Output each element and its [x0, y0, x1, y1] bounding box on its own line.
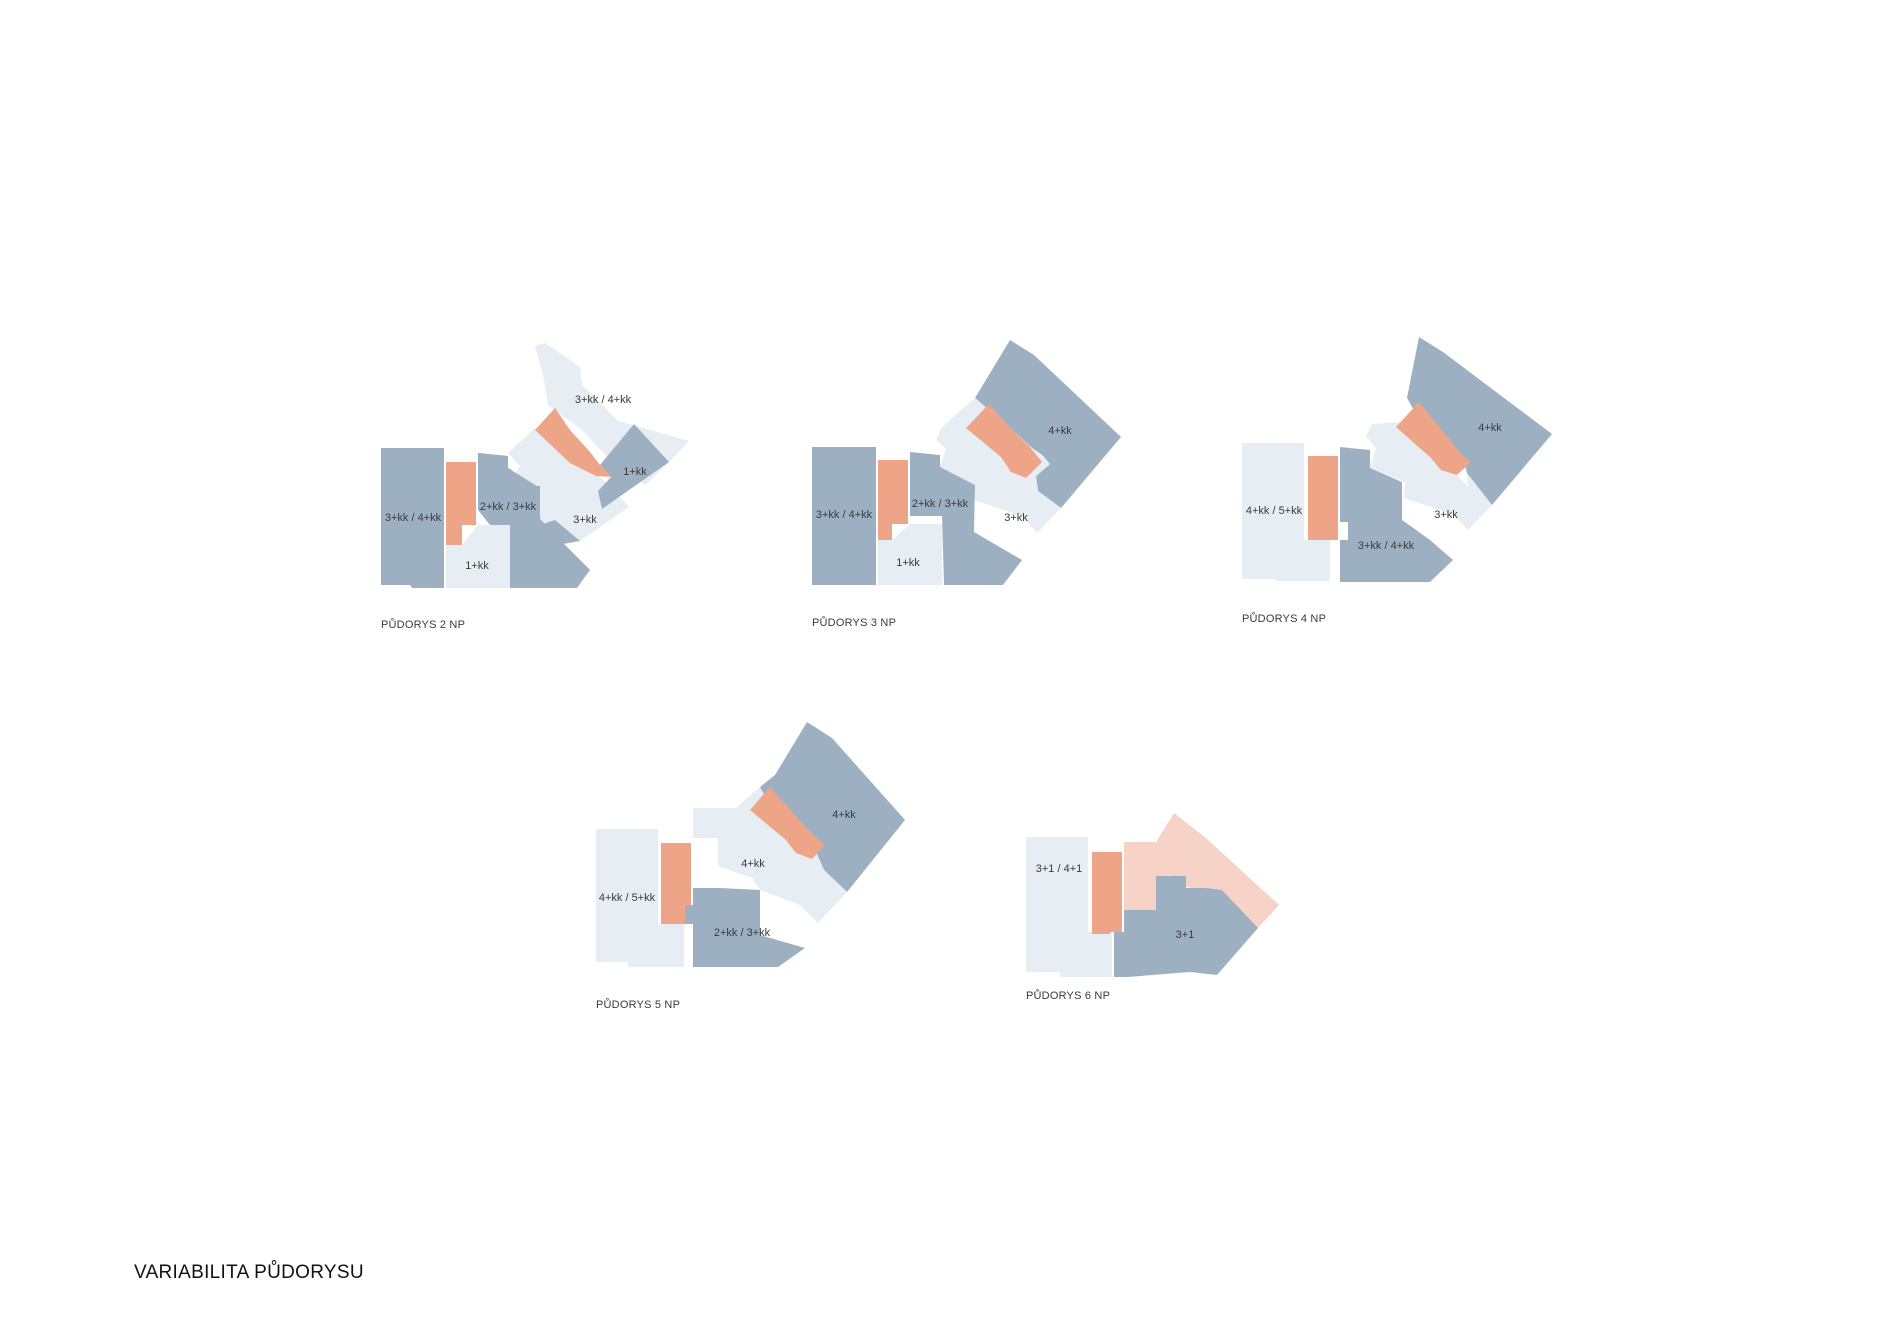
floor-plan-4np: 4+kk / 5+kk 3+kk / 4+kk 4+kk 3+kk PŮDORY… — [1242, 337, 1552, 625]
plan-caption: PŮDORYS 4 NP — [1242, 612, 1326, 625]
unit-label: 1+kk — [896, 557, 920, 569]
unit-label: 3+kk — [573, 514, 597, 526]
plan-caption: PŮDORYS 6 NP — [1026, 989, 1110, 1002]
unit-block — [1407, 337, 1552, 505]
unit-block — [878, 524, 942, 585]
floor-plan-5np: 4+kk / 5+kk 2+kk / 3+kk 4+kk 4+kk PŮDORY… — [596, 722, 905, 1011]
unit-label: 4+kk — [1478, 422, 1502, 434]
unit-block — [1124, 813, 1279, 928]
unit-block — [760, 722, 905, 892]
unit-block — [381, 448, 444, 588]
unit-label: 3+kk / 4+kk — [575, 394, 632, 406]
plan-caption: PŮDORYS 5 NP — [596, 998, 680, 1011]
core — [966, 404, 1042, 478]
unit-label: 3+kk / 4+kk — [816, 509, 873, 521]
unit-block — [1114, 876, 1258, 977]
unit-block — [910, 452, 1022, 585]
unit-label: 4+kk — [741, 858, 765, 870]
unit-label: 4+kk / 5+kk — [599, 892, 656, 904]
unit-label: 3+kk / 4+kk — [1358, 540, 1415, 552]
unit-label: 3+kk / 4+kk — [385, 512, 442, 524]
core — [750, 787, 825, 859]
plan-caption: PŮDORYS 3 NP — [812, 616, 896, 629]
core — [535, 408, 611, 477]
unit-block — [478, 453, 590, 588]
unit-block — [685, 888, 805, 967]
plan-caption: PŮDORYS 2 NP — [381, 618, 465, 631]
unit-block — [1026, 837, 1112, 977]
page-title: VARIABILITA PŮDORYSU — [134, 1262, 364, 1283]
unit-block — [1340, 447, 1453, 582]
floor-plan-6np: 3+1 / 4+1 3+1 PŮDORYS 6 NP — [1026, 813, 1279, 1002]
core — [661, 843, 691, 924]
unit-block — [1366, 422, 1492, 530]
unit-block — [693, 787, 847, 923]
unit-label: 1+kk — [465, 560, 489, 572]
floor-plan-2np: 3+kk / 4+kk 2+kk / 3+kk 1+kk 3+kk / 4+kk… — [381, 343, 689, 631]
unit-block — [446, 525, 510, 588]
unit-label: 1+kk — [623, 466, 647, 478]
core — [1092, 852, 1122, 934]
core — [878, 460, 908, 540]
unit-label: 2+kk / 3+kk — [714, 927, 771, 939]
core — [446, 462, 476, 545]
unit-label: 4+kk — [832, 809, 856, 821]
unit-label: 3+kk — [1004, 512, 1028, 524]
unit-label: 3+1 / 4+1 — [1036, 863, 1083, 875]
unit-block — [975, 340, 1121, 508]
unit-label: 3+kk — [1434, 509, 1458, 521]
unit-block — [936, 398, 1061, 533]
unit-block — [598, 424, 669, 509]
unit-label: 4+kk — [1048, 425, 1072, 437]
unit-label: 3+1 — [1176, 929, 1195, 941]
floor-plan-3np: 3+kk / 4+kk 2+kk / 3+kk 1+kk 4+kk 3+kk P… — [812, 340, 1121, 629]
unit-block — [1242, 443, 1330, 581]
unit-block — [812, 447, 876, 585]
core — [1396, 402, 1471, 475]
unit-label: 2+kk / 3+kk — [480, 501, 537, 513]
unit-block — [596, 829, 684, 967]
core — [1308, 456, 1338, 540]
unit-label: 4+kk / 5+kk — [1246, 505, 1303, 517]
unit-label: 2+kk / 3+kk — [912, 498, 969, 510]
